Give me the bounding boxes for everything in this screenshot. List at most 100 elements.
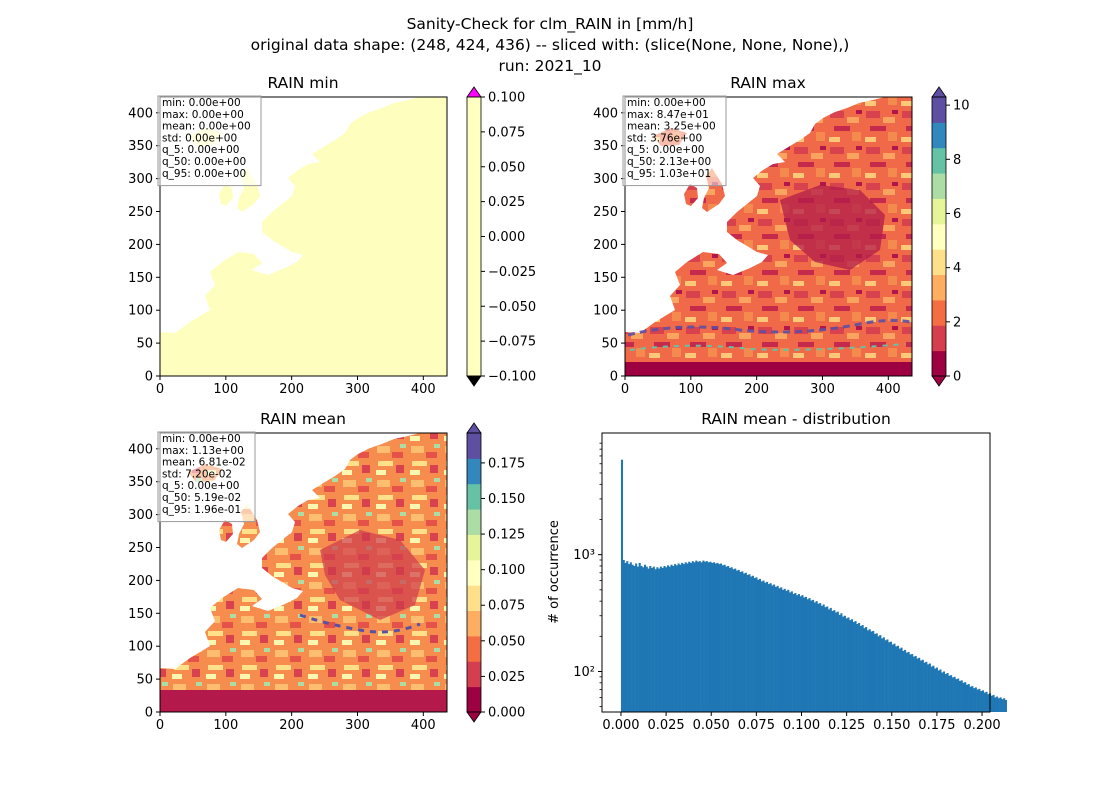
rain-min-ytick-label: 250 (128, 205, 153, 220)
histogram-bar (840, 613, 843, 712)
histogram-bar (746, 574, 749, 712)
histogram-ytick: 10³ (573, 548, 602, 563)
rain-mean-colorbar-tick-label: 0.150 (488, 492, 525, 507)
histogram-bar (835, 612, 838, 712)
rain-mean-colorbar-tick-label: 0.050 (488, 634, 525, 649)
rain-mean-colorbar-segment (467, 433, 481, 459)
histogram-bar (737, 569, 740, 712)
rain-min-colorbar-gradient (467, 97, 481, 376)
rain-max-colorbar-frame (931, 96, 947, 377)
figure-title-line-1: Sanity-Check for clm_RAIN in [mm/h] (407, 15, 694, 34)
rain-max-stats-frame (622, 95, 727, 187)
histogram-bar (665, 567, 668, 712)
rain-mean-stat-line: q_5: 0.00e+00 (162, 480, 239, 492)
histogram-bar (659, 566, 662, 712)
rain-max-colorbar-segment (932, 274, 946, 301)
rain-max-colorbar-segment (932, 173, 946, 199)
rain-max-xtick-label: 200 (744, 382, 769, 397)
histogram-bar (965, 684, 969, 712)
rain-mean-colorbar-segment (467, 610, 481, 637)
histogram-bar (709, 561, 712, 712)
histogram-bar (905, 652, 908, 712)
rain-min-xtick-label: 400 (411, 382, 436, 397)
rain-max-ytick-label: 150 (593, 271, 618, 286)
histogram-bar (748, 574, 751, 712)
histogram-bar (624, 562, 627, 712)
rain-max-colorbar-tick: 0 (946, 370, 961, 385)
rain-max-xtick: 200 (744, 376, 769, 397)
histogram-xtick-label: 0.025 (647, 718, 684, 733)
rain-min-ytick-label: 350 (128, 139, 153, 154)
rain-max-ytick: 100 (593, 304, 625, 319)
rain-mean-colorbar-tick: 0.000 (481, 706, 525, 721)
histogram-bar (686, 563, 689, 712)
rain-mean-xtick-label: 200 (279, 718, 304, 733)
histogram-xtick: 0.175 (918, 712, 956, 733)
rain-mean-ireland (219, 520, 233, 542)
histogram-bar (911, 654, 914, 712)
rain-max-ytick: 0 (610, 370, 625, 385)
histogram-bar (656, 567, 659, 712)
rain-max-xaxis: 0 100 200 300 400 (621, 376, 901, 397)
rain-min-xaxis: 0 100 200 300 400 (156, 376, 436, 397)
rain-mean-stat-line: max: 1.13e+00 (162, 445, 244, 457)
histogram-bar (881, 638, 884, 712)
rain-mean-ytick-label: 100 (128, 640, 153, 655)
histogram-bar (751, 575, 754, 712)
histogram-ytick: 10² (573, 665, 602, 680)
histogram-ylabel: # of occurrence (547, 520, 562, 624)
rain-mean-ytick-label: 200 (128, 574, 153, 589)
histogram-bar (804, 596, 808, 712)
histogram-bar (953, 676, 956, 712)
rain-min-xtick: 200 (279, 376, 304, 397)
histogram-bar (889, 641, 892, 712)
histogram-bar (702, 560, 705, 712)
rain-max-stat-line: mean: 3.25e+00 (627, 121, 716, 133)
rain-mean-colorbar-tick-label: 0.100 (488, 563, 525, 578)
rain-min-stat-line: q_50: 0.00e+00 (162, 156, 246, 168)
histogram-bar (712, 562, 716, 712)
histogram-bar (896, 645, 900, 712)
rain-mean-map (160, 433, 447, 712)
rain-min-ytick-label: 400 (128, 106, 153, 121)
histogram-bar (682, 564, 685, 712)
rain-min-colorbar-tick: −0.075 (481, 335, 536, 350)
rain-max-ytick-label: 200 (593, 238, 618, 253)
rain-min-africa (160, 330, 447, 376)
histogram-bar (794, 592, 797, 712)
histogram-bar (684, 562, 687, 712)
rain-max-colorbar-segment (932, 147, 946, 174)
histogram-bar (670, 564, 673, 712)
panel-rain-max-title: RAIN max (730, 74, 806, 92)
histogram-xtick-label: 0.075 (738, 718, 775, 733)
histogram-bar (983, 692, 986, 712)
rain-min-sardinia (298, 297, 308, 316)
rain-mean-colorbar-segment (467, 585, 481, 612)
histogram-bar (720, 563, 723, 712)
histogram-bar (847, 617, 850, 712)
rain-min-xtick-label: 0 (156, 382, 164, 397)
histogram-bar (987, 694, 990, 712)
rain-min-colorbar-tick-label: 0.075 (488, 125, 525, 140)
histogram-bar (698, 561, 701, 712)
histogram-bar (716, 562, 719, 712)
histogram-bar (721, 565, 724, 712)
rain-mean-ytick-label: 350 (128, 475, 153, 490)
panel-rain-mean-title: RAIN mean (260, 410, 346, 428)
rain-min-stat-line: q_95: 0.00e+00 (162, 168, 246, 180)
rain-min-stat-line: min: 0.00e+00 (162, 97, 241, 109)
rain-max-stat-line: q_95: 1.03e+01 (627, 168, 711, 180)
histogram-bar (838, 614, 841, 712)
histogram-bar (757, 579, 760, 712)
histogram-bar (976, 689, 979, 712)
histogram-bar (626, 561, 629, 712)
histogram-bar (974, 687, 977, 712)
histogram-xtick: 0.075 (738, 712, 775, 733)
rain-min-xtick-label: 300 (345, 382, 370, 397)
rain-mean-colorbar-tick: 0.175 (481, 456, 525, 471)
rain-mean-ytick-label: 0 (145, 706, 153, 721)
histogram-bar (999, 697, 1002, 712)
rain-mean-colorbar: 0.175 0.150 0.125 0.100 0.075 0.050 0.025 0.000 (466, 422, 525, 723)
rain-mean-xtick: 0 (156, 712, 164, 733)
